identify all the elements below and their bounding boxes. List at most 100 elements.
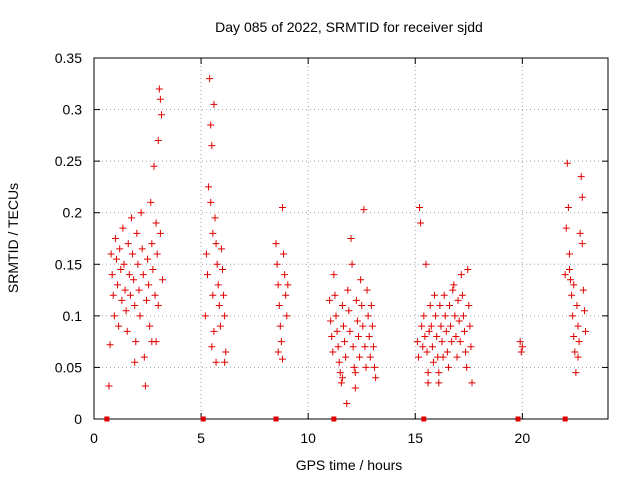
x-tick-label: 15 <box>407 430 423 446</box>
data-point <box>342 353 350 361</box>
data-point <box>354 332 362 340</box>
data-point <box>453 353 461 361</box>
data-point <box>273 260 281 268</box>
data-point <box>363 286 371 294</box>
data-point <box>108 271 116 279</box>
data-point <box>369 343 377 351</box>
data-point <box>340 322 348 330</box>
data-point <box>455 317 463 325</box>
data-point <box>274 348 282 356</box>
data-point <box>466 322 474 330</box>
data-point <box>131 358 139 366</box>
data-point <box>219 265 226 273</box>
data-point <box>156 229 164 237</box>
y-tick-label: 0.2 <box>63 205 83 221</box>
data-point <box>567 276 575 284</box>
y-tick-label: 0 <box>74 411 82 427</box>
y-tick-label: 0.25 <box>55 153 82 169</box>
data-point <box>573 302 581 310</box>
data-point <box>337 379 345 387</box>
data-point <box>578 193 586 201</box>
data-point <box>338 302 346 310</box>
data-point <box>353 317 361 325</box>
data-point <box>144 255 152 263</box>
data-point <box>114 281 122 289</box>
data-point <box>362 363 370 371</box>
data-point <box>117 265 125 273</box>
data-point <box>518 343 526 351</box>
data-point <box>217 245 225 253</box>
data-point <box>154 302 162 310</box>
data-point <box>417 219 425 227</box>
y-axis-label: SRMTID / TECUs <box>5 183 21 293</box>
data-point <box>149 265 157 273</box>
data-point <box>433 332 441 340</box>
data-point <box>565 265 573 273</box>
data-point <box>574 322 582 330</box>
data-point <box>111 235 119 242</box>
data-point <box>155 85 163 93</box>
data-point <box>107 250 115 258</box>
data-point <box>343 400 351 408</box>
data-point <box>148 338 156 346</box>
data-point <box>517 348 525 356</box>
data-point <box>125 271 133 279</box>
data-point <box>150 162 158 170</box>
data-point <box>118 296 126 304</box>
data-point <box>329 348 337 356</box>
data-point <box>135 286 143 294</box>
data-point <box>331 291 339 299</box>
data-point <box>425 327 433 335</box>
data-point <box>344 286 352 294</box>
data-point <box>350 363 358 371</box>
data-point <box>152 219 160 227</box>
data-point <box>451 312 459 320</box>
data-point <box>207 121 215 129</box>
data-point <box>347 235 355 242</box>
data-point <box>446 302 454 310</box>
data-point <box>136 312 144 320</box>
data-point <box>115 322 123 330</box>
data-point <box>126 291 134 299</box>
data-point <box>147 198 155 206</box>
data-point <box>132 338 140 346</box>
data-point <box>450 281 458 289</box>
data-point <box>418 322 426 330</box>
data-point <box>137 209 145 217</box>
data-point <box>447 322 455 330</box>
axis-tick-labels: 0 0.05 0.1 0.15 0.2 0.25 0.3 0.35 0 5 10 15 20 <box>55 50 531 446</box>
data-point <box>429 358 437 366</box>
zero-marker <box>421 416 427 422</box>
data-point <box>281 271 289 279</box>
data-point <box>424 369 432 377</box>
grid-lines <box>94 58 608 419</box>
data-point <box>334 343 342 351</box>
data-point <box>360 206 368 214</box>
data-point <box>151 291 159 299</box>
data-point <box>159 276 167 284</box>
data-point <box>120 260 128 268</box>
data-point <box>212 358 220 366</box>
data-point <box>420 312 428 320</box>
data-point <box>464 265 472 273</box>
data-point <box>146 322 154 330</box>
data-point <box>133 229 141 237</box>
data-point <box>421 332 429 340</box>
data-point <box>432 312 440 320</box>
data-point <box>452 332 460 340</box>
data-point <box>204 271 212 279</box>
data-point <box>221 312 229 320</box>
data-point <box>357 276 365 284</box>
data-point <box>336 369 344 377</box>
data-point <box>364 312 372 320</box>
data-point <box>563 159 571 167</box>
data-point <box>341 338 349 346</box>
data-point <box>129 250 137 258</box>
data-point <box>562 224 570 232</box>
data-point <box>440 291 448 299</box>
data-point <box>131 302 139 310</box>
data-point <box>582 327 590 335</box>
zero-marker <box>273 416 279 422</box>
